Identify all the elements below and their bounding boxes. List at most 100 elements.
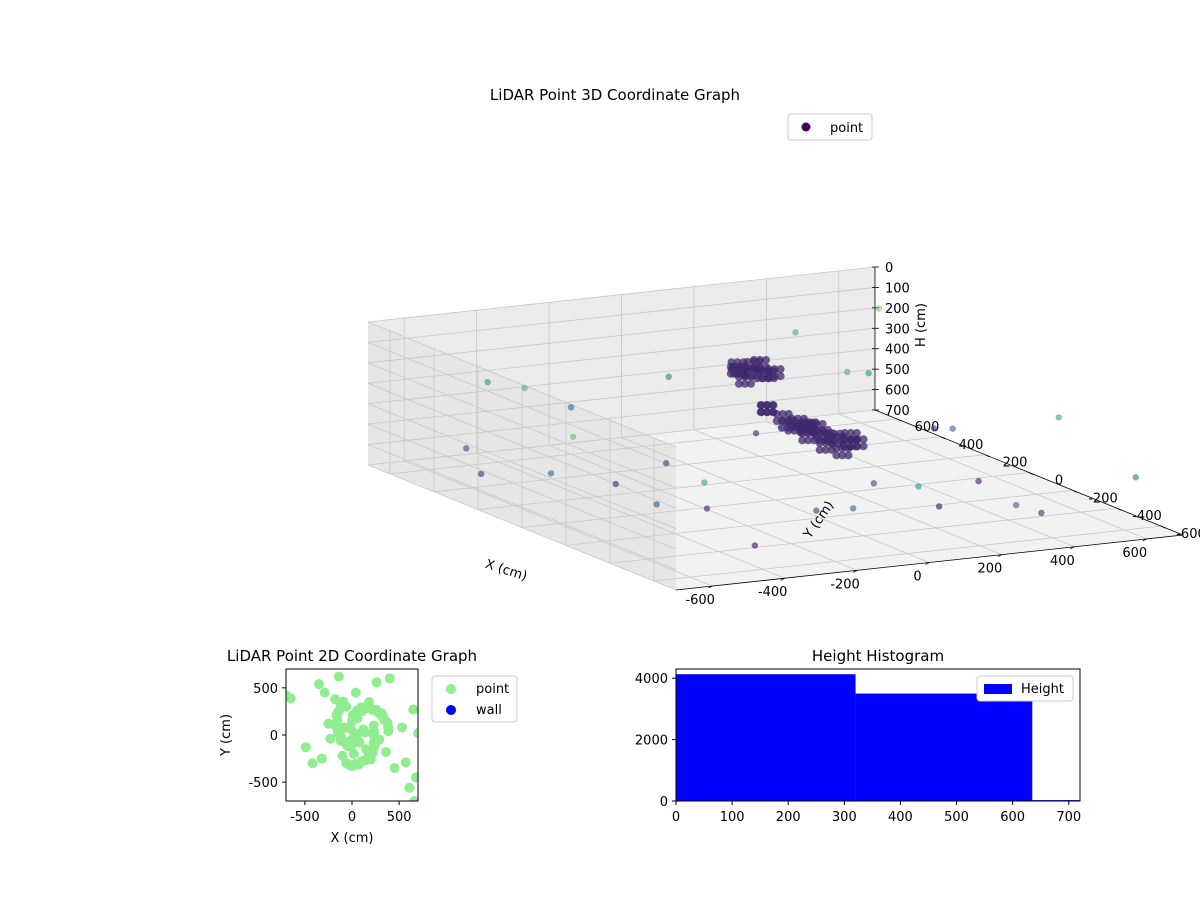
chart-3d-ztick-label: 100 [885, 281, 910, 296]
chart-2d-point [389, 763, 400, 773]
chart-3d-gridline-z [367, 327, 876, 509]
chart-3d-gridline-z [367, 409, 876, 591]
chart-3d-point [484, 378, 491, 386]
chart-histogram-xtick-label: 600 [1000, 810, 1025, 825]
chart-3d-point [821, 445, 830, 454]
chart-3d-gridline-z [367, 307, 876, 489]
chart-2d-title: LiDAR Point 2D Coordinate Graph [227, 647, 477, 665]
chart-3d-ytick-mark [940, 436, 946, 440]
chart-2d-legend-label-point: point [476, 682, 509, 697]
chart-histogram-xtick-label: 300 [832, 810, 857, 825]
chart-3d-point [521, 384, 528, 392]
chart-3d-point [815, 438, 824, 447]
chart-3d-point [796, 426, 805, 435]
chart-histogram-ytick-label: 2000 [635, 734, 668, 749]
chart-3d-point [612, 480, 619, 488]
chart-3d-point [764, 365, 773, 374]
chart-3d-point [853, 442, 862, 451]
chart-histogram-legend: Height [976, 675, 1074, 702]
chart-histogram-title: Height Histogram [812, 647, 944, 665]
chart-3d-point [1038, 509, 1045, 517]
chart-3d-ytick-mark [896, 418, 902, 422]
chart-histogram-legend-swatch [984, 684, 1012, 694]
chart-3d-point [840, 428, 849, 437]
chart-3d-legend-label: point [830, 121, 863, 136]
chart-2d-point [355, 705, 366, 716]
chart-3d-point [478, 470, 485, 478]
chart-3d-point [738, 369, 747, 378]
chart-3d-point [832, 451, 841, 460]
chart-3d-point [777, 416, 786, 425]
chart-3d-legend-box [787, 113, 873, 141]
chart-2d-ytick-label: 0 [270, 729, 278, 744]
chart-histogram-xtick-label: 500 [944, 810, 969, 825]
chart-2d-point [367, 704, 378, 715]
chart-3d-point [726, 369, 735, 378]
chart-histogram-ytick-label: 0 [660, 795, 668, 810]
chart-3d-point [852, 435, 861, 444]
chart-3d-point [703, 505, 711, 512]
chart-3d-point [783, 416, 792, 425]
chart-3d-point [768, 408, 777, 417]
chart-3d-point [776, 372, 785, 381]
chart-histogram-xtick-label: 700 [1056, 810, 1081, 825]
chart-histogram: Height Histogram 0 100 200 300 400 500 600 7000… [635, 647, 1081, 825]
chart-3d-ztick-label: 700 [885, 404, 910, 419]
chart-3d-xtick-label: -400 [758, 585, 788, 600]
chart-2d: LiDAR Point 2D Coordinate Graph -500 0 500… [219, 647, 518, 846]
chart-2d-point [413, 728, 418, 739]
chart-3d-point [783, 423, 792, 432]
chart-histogram-xtick-label: 100 [720, 810, 745, 825]
chart-3d-point [665, 373, 672, 380]
chart-3d-point [949, 425, 956, 432]
chart-3d-point [752, 430, 760, 437]
chart-3d-point [847, 442, 856, 451]
chart-3d-point [838, 451, 847, 460]
chart-3d-point [875, 305, 883, 312]
chart-3d-point [762, 408, 771, 417]
chart-3d-xtick-mark [997, 554, 1003, 558]
chart-histogram-xtick-label: 200 [776, 810, 801, 825]
chart-3d-point [734, 379, 743, 388]
chart-3d-ytick-mark [1072, 489, 1078, 493]
chart-3d-point [824, 436, 833, 445]
chart-2d-point [333, 671, 344, 682]
chart-2d-point [356, 756, 367, 767]
chart-3d-point [749, 355, 758, 364]
chart-3d-ytick-label: -600 [1176, 527, 1200, 542]
chart-3d-xlabel: X (cm) [483, 557, 529, 585]
chart-3d-xtick-label: 600 [1122, 546, 1147, 561]
chart-3d-point [796, 419, 805, 428]
chart-2d-point [400, 757, 411, 768]
chart-3d-points [463, 305, 1139, 549]
chart-3d-gridlines [367, 266, 1162, 591]
chart-histogram-ticks: 0 100 200 300 400 500 600 700 0 2000 4000 [635, 672, 1081, 825]
chart-3d-point [776, 365, 785, 374]
chart-2d-xtick-label: 0 [348, 810, 356, 825]
chart-3d-point [732, 362, 741, 371]
chart-2d-ticks: -500 0 500 -500 0 500 [248, 682, 411, 825]
chart-3d-point [846, 435, 855, 444]
chart-3d-point [813, 507, 820, 514]
chart-3d-ytick-mark [984, 454, 990, 458]
chart-2d-point [333, 721, 344, 732]
chart-3d-point [830, 429, 839, 438]
chart-3d-point [756, 408, 765, 417]
chart-3d-point [761, 355, 770, 364]
chart-3d-ticks: -600 -400 -200 0 200 400 600 -600 -400 -200 0 200 40… [675, 261, 1200, 608]
chart-3d-point [849, 505, 857, 512]
chart-histogram-legend-box [976, 675, 1074, 702]
chart-2d-point [360, 727, 371, 738]
chart-histogram-bar [676, 674, 856, 801]
chart-2d-point [348, 748, 359, 759]
chart-3d-point [930, 425, 938, 432]
chart-3d-zlabel: H (cm) [914, 303, 929, 347]
chart-3d-point [770, 365, 779, 374]
chart-2d-point [379, 715, 390, 726]
chart-3d-point [701, 479, 708, 486]
chart-3d-point [752, 374, 761, 383]
chart-3d-point [798, 436, 807, 445]
chart-2d-point [411, 772, 418, 783]
chart-3d-point [804, 436, 813, 445]
chart-2d-point [286, 693, 296, 704]
